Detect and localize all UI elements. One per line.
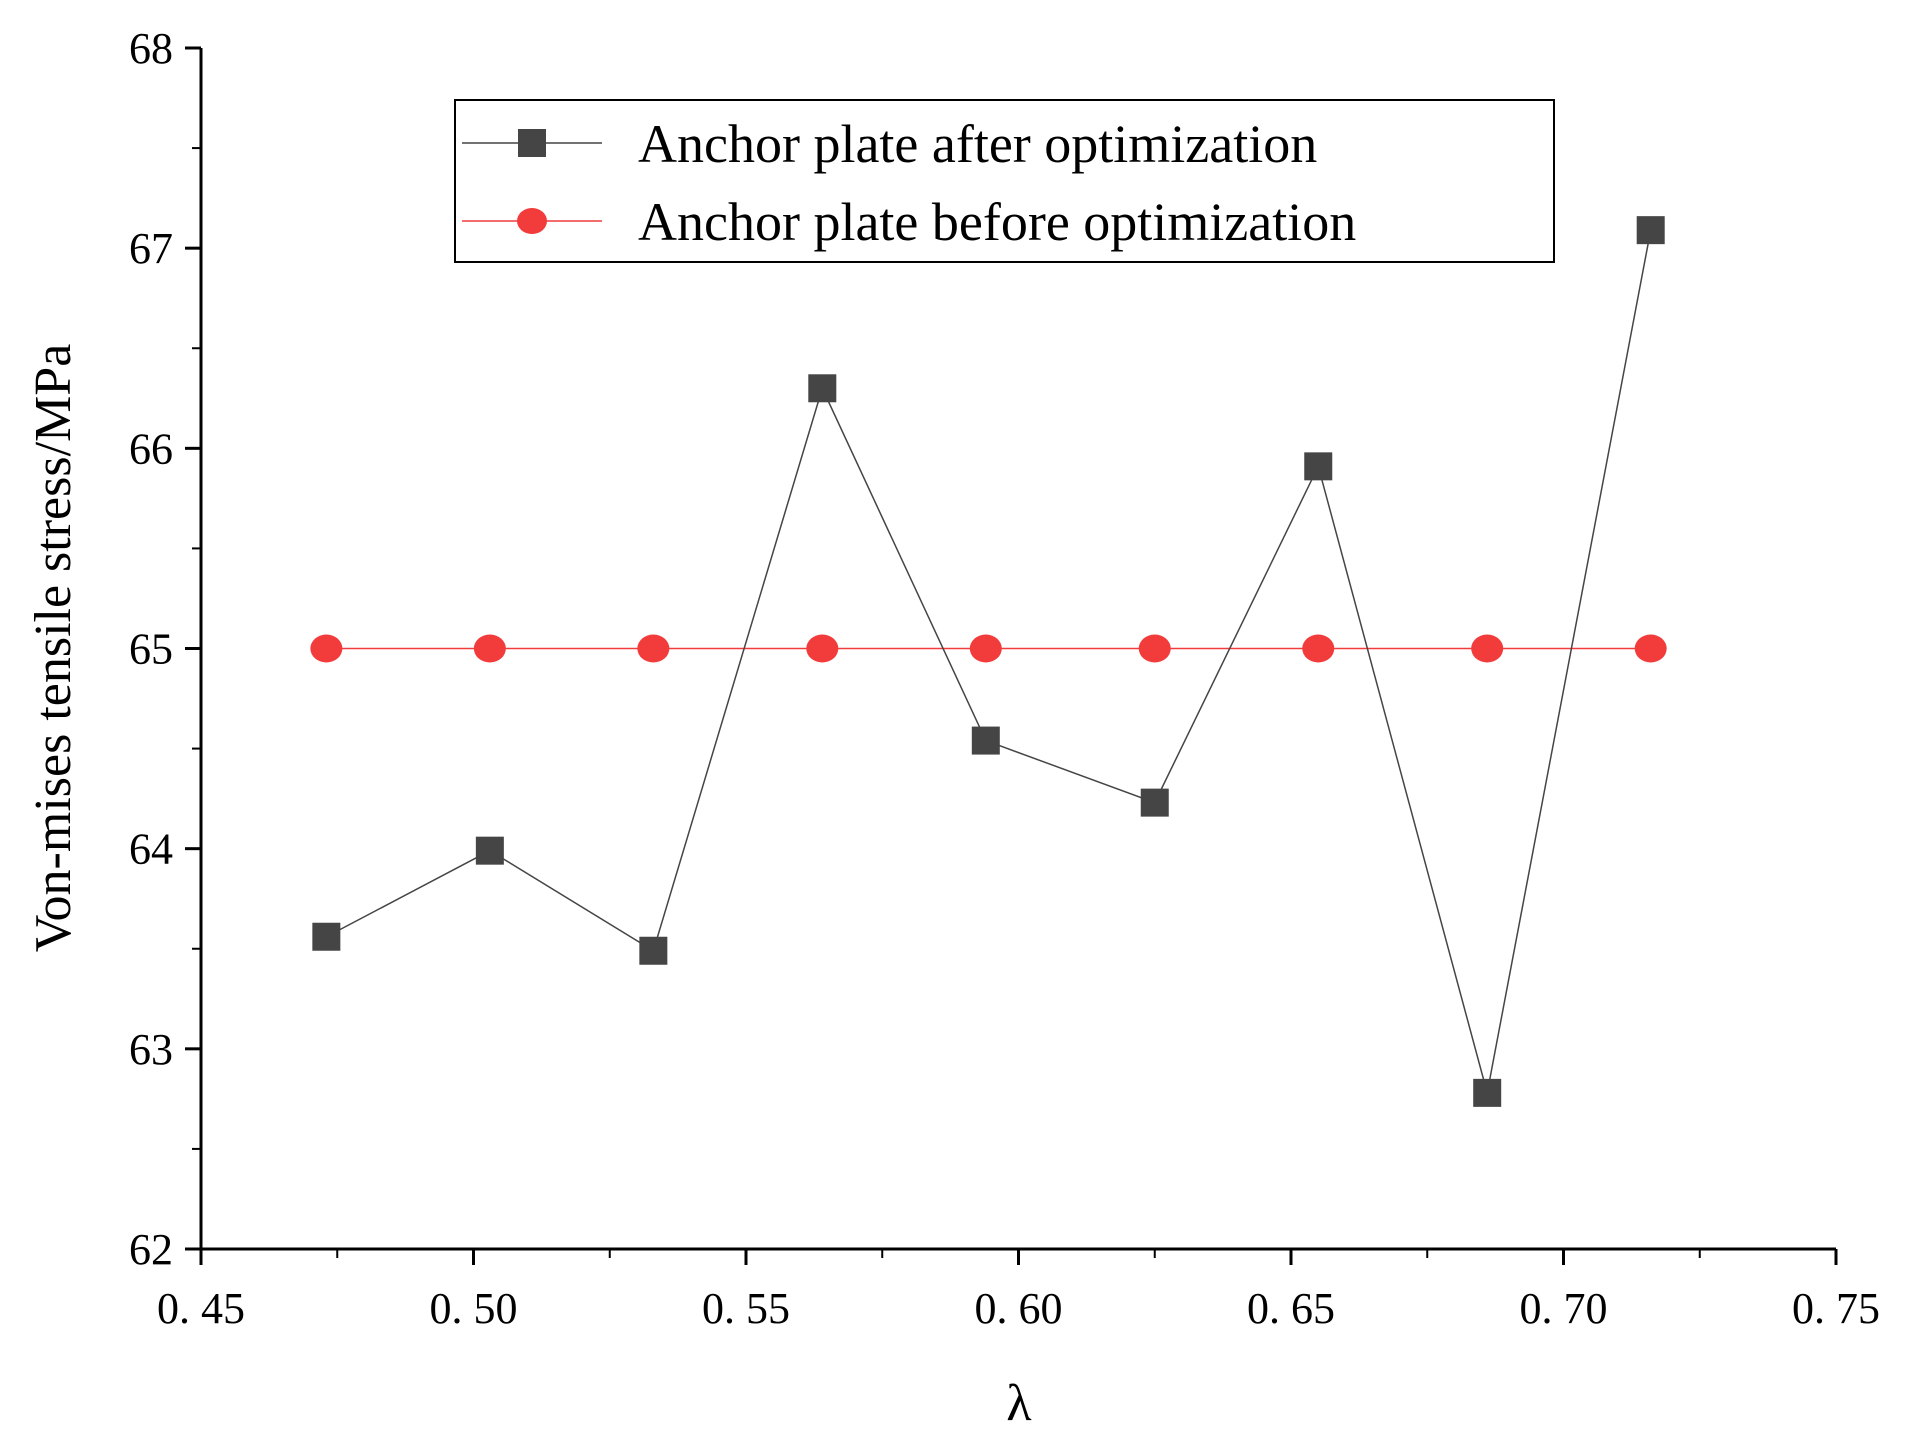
data-point-after	[1304, 452, 1333, 481]
y-tick-label: 62	[129, 1225, 173, 1274]
legend-label-before: Anchor plate before optimization	[638, 192, 1356, 252]
legend-marker-after	[518, 129, 546, 157]
y-tick-label: 66	[129, 424, 173, 473]
data-point-after	[475, 836, 504, 865]
data-point-before	[637, 634, 670, 663]
data-point-before	[1302, 634, 1335, 663]
legend: Anchor plate after optimization Anchor p…	[454, 99, 1555, 263]
data-point-before	[310, 634, 343, 663]
x-tick-label: 0. 50	[430, 1284, 518, 1333]
y-tick-label: 64	[129, 825, 173, 874]
x-tick-label: 0. 60	[975, 1284, 1063, 1333]
data-point-before	[806, 634, 839, 663]
x-tick-label: 0. 75	[1792, 1284, 1880, 1333]
x-tick-label: 0. 45	[157, 1284, 245, 1333]
data-point-after	[639, 936, 668, 965]
x-tick-label: 0. 65	[1247, 1284, 1335, 1333]
x-tick-label: 0. 55	[702, 1284, 790, 1333]
y-tick-label: 68	[129, 24, 173, 73]
data-point-after	[1140, 788, 1169, 817]
y-tick-label: 67	[129, 224, 173, 273]
y-axis-title: Von-mises tensile stress/MPa	[25, 344, 82, 953]
data-point-before	[1634, 634, 1667, 663]
data-point-before	[1471, 634, 1504, 663]
data-point-after	[1473, 1078, 1502, 1107]
data-point-after	[971, 726, 1000, 755]
data-point-after	[808, 374, 837, 403]
data-point-after	[1636, 216, 1665, 245]
x-axis-title: λ	[1006, 1375, 1031, 1432]
y-tick-label: 63	[129, 1025, 173, 1074]
legend-marker-before	[517, 208, 547, 234]
legend-label-after: Anchor plate after optimization	[638, 114, 1317, 174]
data-point-before	[1138, 634, 1171, 663]
data-point-before	[969, 634, 1002, 663]
data-point-before	[473, 634, 506, 663]
y-tick-label: 65	[129, 625, 173, 674]
x-tick-label: 0. 70	[1520, 1284, 1608, 1333]
legend-box	[454, 99, 1555, 263]
data-point-after	[312, 922, 341, 951]
